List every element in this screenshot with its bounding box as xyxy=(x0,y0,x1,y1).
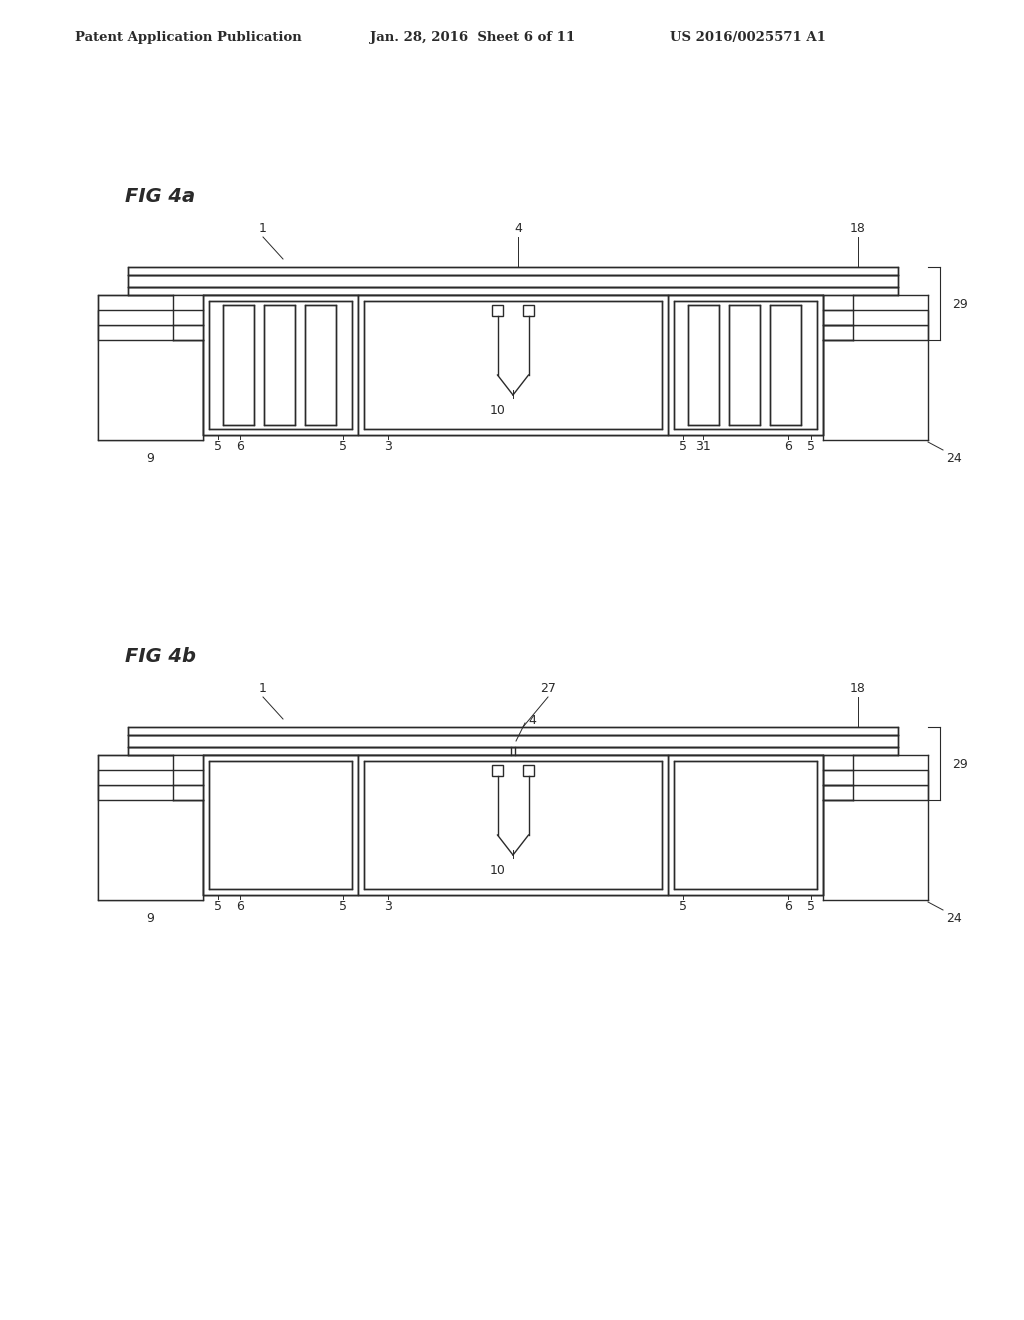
Bar xyxy=(492,766,503,776)
Bar xyxy=(173,755,203,800)
Text: 18: 18 xyxy=(850,223,866,235)
Bar xyxy=(209,301,352,429)
Text: 5: 5 xyxy=(679,900,687,913)
Text: FIG 4b: FIG 4b xyxy=(125,648,196,667)
Bar xyxy=(770,305,801,425)
Text: 29: 29 xyxy=(952,297,968,310)
Bar xyxy=(128,286,898,294)
Bar xyxy=(203,755,823,895)
Text: 5: 5 xyxy=(679,441,687,454)
Bar xyxy=(668,755,823,895)
Bar xyxy=(523,766,534,776)
Bar xyxy=(128,727,898,735)
Bar xyxy=(729,305,760,425)
Text: 3: 3 xyxy=(384,900,392,913)
Bar xyxy=(98,294,203,440)
Bar xyxy=(128,747,898,755)
Bar xyxy=(364,762,662,888)
Bar xyxy=(358,755,668,895)
Text: 5: 5 xyxy=(214,900,222,913)
Bar xyxy=(98,800,203,900)
Bar xyxy=(305,305,336,425)
Text: 5: 5 xyxy=(339,441,347,454)
Text: 6: 6 xyxy=(237,441,244,454)
Bar xyxy=(209,762,352,888)
Bar xyxy=(264,305,295,425)
Text: 9: 9 xyxy=(146,912,154,924)
Bar xyxy=(492,305,503,315)
Text: 6: 6 xyxy=(237,900,244,913)
Bar xyxy=(674,762,817,888)
Bar xyxy=(128,267,898,275)
Bar xyxy=(98,341,203,440)
Bar xyxy=(674,301,817,429)
Text: 31: 31 xyxy=(695,441,711,454)
Bar xyxy=(173,755,203,800)
Bar xyxy=(364,301,662,429)
Text: 4: 4 xyxy=(528,714,536,727)
Bar xyxy=(223,305,254,425)
Bar xyxy=(668,294,823,436)
Text: 5: 5 xyxy=(339,900,347,913)
Text: 9: 9 xyxy=(146,451,154,465)
Bar xyxy=(203,294,358,436)
Bar xyxy=(98,755,203,900)
Text: Patent Application Publication: Patent Application Publication xyxy=(75,30,302,44)
Bar xyxy=(203,294,823,436)
Bar xyxy=(523,305,534,315)
Bar xyxy=(688,305,719,425)
Text: 27: 27 xyxy=(540,682,556,696)
Text: 10: 10 xyxy=(490,863,506,876)
Bar xyxy=(128,275,898,286)
Text: US 2016/0025571 A1: US 2016/0025571 A1 xyxy=(670,30,826,44)
Text: FIG 4a: FIG 4a xyxy=(125,187,196,206)
Bar xyxy=(98,325,928,341)
Bar xyxy=(98,310,928,325)
Text: 5: 5 xyxy=(807,900,815,913)
Bar xyxy=(358,294,668,436)
Text: 24: 24 xyxy=(946,912,962,924)
Bar xyxy=(203,755,358,895)
Text: 29: 29 xyxy=(952,758,968,771)
Text: 1: 1 xyxy=(259,682,267,696)
Bar xyxy=(173,294,203,341)
Text: 18: 18 xyxy=(850,682,866,696)
Text: 4: 4 xyxy=(514,223,522,235)
Bar xyxy=(128,735,898,747)
Bar xyxy=(98,785,928,800)
Text: 5: 5 xyxy=(807,441,815,454)
Text: 3: 3 xyxy=(384,441,392,454)
Text: 10: 10 xyxy=(490,404,506,417)
Text: 24: 24 xyxy=(946,451,962,465)
Text: 6: 6 xyxy=(784,441,792,454)
Text: Jan. 28, 2016  Sheet 6 of 11: Jan. 28, 2016 Sheet 6 of 11 xyxy=(370,30,575,44)
Bar xyxy=(173,294,203,341)
Text: 1: 1 xyxy=(259,223,267,235)
Text: 6: 6 xyxy=(784,900,792,913)
Bar xyxy=(98,770,928,785)
Text: 5: 5 xyxy=(214,441,222,454)
